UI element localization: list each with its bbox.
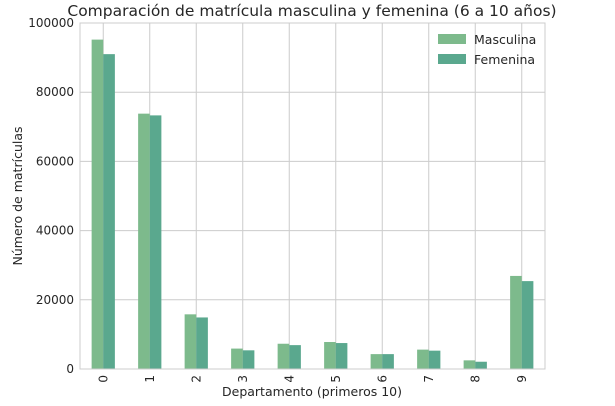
y-tick-label: 20000: [36, 293, 74, 307]
y-tick-label: 0: [66, 362, 74, 376]
legend-label-femenina: Femenina: [474, 52, 535, 67]
y-ticks: 0 20000 40000 60000 80000 100000: [28, 16, 74, 376]
x-tick-label: 2: [189, 375, 203, 383]
bar-masculina-5: [324, 342, 336, 369]
y-axis-label: Número de matrículas: [10, 126, 25, 265]
x-ticks: 0 1 2 3 4 5 6 7 8 9: [96, 375, 529, 383]
bars: [91, 39, 534, 369]
bar-masculina-1: [138, 113, 150, 369]
bar-masculina-4: [277, 343, 290, 369]
legend-label-masculina: Masculina: [474, 32, 536, 47]
y-tick-label: 40000: [36, 224, 74, 238]
x-tick-label: 9: [515, 375, 529, 383]
x-tick-label: 5: [329, 375, 343, 383]
x-axis-label: Departamento (primeros 10): [222, 384, 402, 399]
legend-swatch-masculina: [438, 34, 466, 44]
bar-femenina-2: [196, 317, 208, 369]
bar-femenina-5: [335, 343, 348, 369]
x-tick-label: 3: [236, 375, 250, 383]
bar-femenina-6: [382, 354, 394, 369]
bar-masculina-7: [417, 349, 429, 369]
bar-femenina-1: [149, 115, 162, 369]
y-tick-label: 100000: [28, 16, 74, 30]
chart-title: Comparación de matrícula masculina y fem…: [67, 2, 556, 20]
bar-masculina-9: [510, 275, 522, 369]
plot-frame: [79, 22, 546, 370]
x-tick-label: 6: [375, 375, 389, 383]
bar-femenina-3: [242, 350, 255, 369]
x-tick-label: 7: [422, 375, 436, 383]
bar-femenina-0: [103, 54, 115, 369]
bar-masculina-3: [231, 348, 243, 369]
legend: Masculina Femenina: [438, 32, 536, 67]
x-tick-label: 0: [96, 375, 110, 383]
y-tick-label: 80000: [36, 85, 74, 99]
bar-femenina-8: [475, 361, 487, 369]
bar-masculina-2: [184, 314, 197, 369]
bar-femenina-4: [289, 345, 301, 369]
bar-femenina-7: [428, 350, 441, 369]
x-tick-label: 4: [282, 375, 296, 383]
bar-masculina-8: [463, 360, 476, 369]
bar-masculina-6: [370, 354, 383, 369]
bar-femenina-9: [521, 281, 534, 369]
bar-masculina-0: [91, 39, 104, 369]
y-tick-label: 60000: [36, 154, 74, 168]
legend-swatch-femenina: [438, 54, 466, 64]
x-tick-label: 1: [143, 375, 157, 383]
x-tick-label: 8: [468, 375, 482, 383]
